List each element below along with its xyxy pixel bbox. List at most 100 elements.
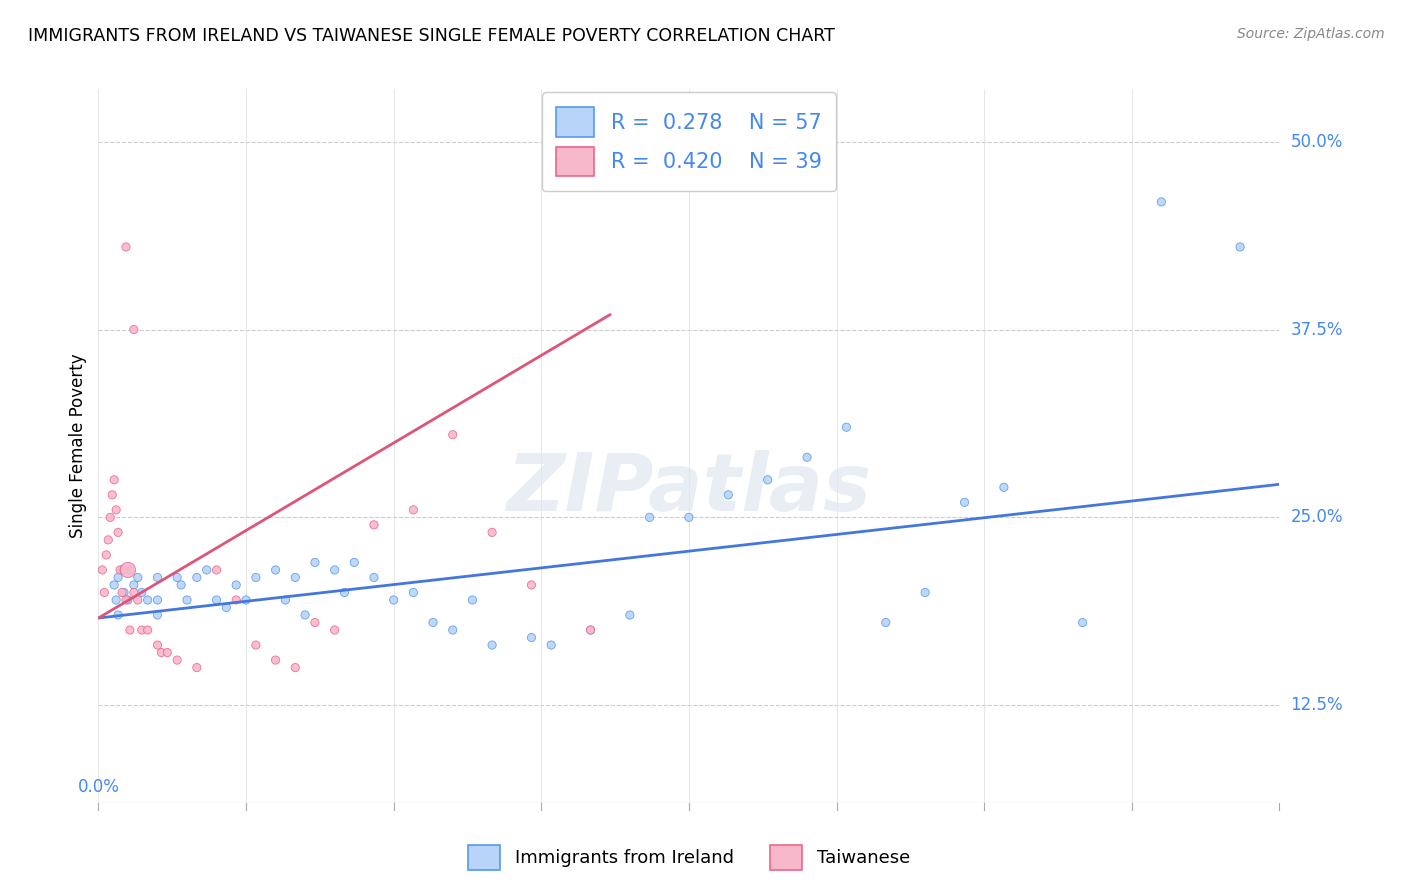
Point bbox=[1150, 194, 1173, 209]
Point bbox=[91, 563, 114, 577]
Point bbox=[1229, 240, 1251, 254]
Text: Source: ZipAtlas.com: Source: ZipAtlas.com bbox=[1237, 27, 1385, 41]
Point bbox=[115, 240, 138, 254]
Point bbox=[118, 563, 141, 577]
Point bbox=[96, 548, 118, 562]
Point bbox=[245, 638, 267, 652]
Point bbox=[131, 585, 153, 599]
Point bbox=[638, 510, 661, 524]
Point bbox=[93, 585, 115, 599]
Point bbox=[146, 570, 169, 584]
Point bbox=[112, 585, 135, 599]
Point bbox=[98, 510, 121, 524]
Point bbox=[579, 623, 602, 637]
Point bbox=[136, 623, 159, 637]
Point bbox=[520, 578, 543, 592]
Point bbox=[914, 585, 936, 599]
Point bbox=[166, 653, 188, 667]
Point bbox=[111, 563, 134, 577]
Point bbox=[107, 607, 129, 622]
Point bbox=[108, 563, 131, 577]
Point bbox=[382, 593, 405, 607]
Text: 12.5%: 12.5% bbox=[1291, 696, 1343, 714]
Point bbox=[422, 615, 444, 630]
Point bbox=[835, 420, 858, 434]
Point bbox=[284, 570, 307, 584]
Point bbox=[150, 646, 173, 660]
Point bbox=[402, 585, 425, 599]
Point bbox=[97, 533, 120, 547]
Point bbox=[520, 631, 543, 645]
Point bbox=[111, 585, 134, 599]
Point bbox=[105, 593, 128, 607]
Point bbox=[146, 607, 169, 622]
Point bbox=[103, 578, 125, 592]
Point bbox=[127, 570, 149, 584]
Point bbox=[323, 563, 346, 577]
Point bbox=[195, 563, 218, 577]
Point bbox=[117, 563, 139, 577]
Point bbox=[323, 623, 346, 637]
Point bbox=[481, 638, 503, 652]
Point bbox=[136, 593, 159, 607]
Point bbox=[304, 556, 326, 570]
Point bbox=[540, 638, 562, 652]
Point bbox=[264, 653, 287, 667]
Y-axis label: Single Female Poverty: Single Female Poverty bbox=[69, 354, 87, 538]
Point bbox=[343, 556, 366, 570]
Point bbox=[186, 570, 208, 584]
Point bbox=[461, 593, 484, 607]
Point bbox=[118, 623, 141, 637]
Point bbox=[186, 660, 208, 674]
Text: IMMIGRANTS FROM IRELAND VS TAIWANESE SINGLE FEMALE POVERTY CORRELATION CHART: IMMIGRANTS FROM IRELAND VS TAIWANESE SIN… bbox=[28, 27, 835, 45]
Point bbox=[294, 607, 316, 622]
Legend: Immigrants from Ireland, Taiwanese: Immigrants from Ireland, Taiwanese bbox=[458, 836, 920, 880]
Text: 25.0%: 25.0% bbox=[1291, 508, 1343, 526]
Point bbox=[107, 570, 129, 584]
Point bbox=[156, 646, 179, 660]
Text: 0.0%: 0.0% bbox=[77, 778, 120, 796]
Point bbox=[115, 593, 138, 607]
Point bbox=[205, 593, 228, 607]
Point bbox=[619, 607, 641, 622]
Point bbox=[756, 473, 779, 487]
Point bbox=[333, 585, 356, 599]
Point bbox=[1071, 615, 1094, 630]
Point bbox=[225, 593, 247, 607]
Text: ZIPatlas: ZIPatlas bbox=[506, 450, 872, 528]
Point bbox=[304, 615, 326, 630]
Point bbox=[363, 570, 385, 584]
Point bbox=[264, 563, 287, 577]
Point bbox=[127, 593, 149, 607]
Point bbox=[274, 593, 297, 607]
Point bbox=[225, 578, 247, 592]
Point bbox=[122, 578, 145, 592]
Point bbox=[953, 495, 976, 509]
Point bbox=[107, 525, 129, 540]
Point bbox=[579, 623, 602, 637]
Point bbox=[170, 578, 193, 592]
Point bbox=[131, 623, 153, 637]
Point bbox=[215, 600, 238, 615]
Point bbox=[402, 503, 425, 517]
Point bbox=[112, 563, 135, 577]
Point bbox=[205, 563, 228, 577]
Point bbox=[993, 480, 1015, 494]
Point bbox=[117, 593, 139, 607]
Point bbox=[146, 593, 169, 607]
Point bbox=[875, 615, 897, 630]
Point bbox=[717, 488, 740, 502]
Point bbox=[678, 510, 700, 524]
Point bbox=[103, 473, 125, 487]
Point bbox=[363, 517, 385, 532]
Point bbox=[481, 525, 503, 540]
Point bbox=[284, 660, 307, 674]
Point bbox=[441, 623, 464, 637]
Point bbox=[105, 503, 128, 517]
Point bbox=[441, 427, 464, 442]
Point bbox=[101, 488, 124, 502]
Point bbox=[796, 450, 818, 465]
Point bbox=[176, 593, 198, 607]
Point bbox=[235, 593, 257, 607]
Point bbox=[122, 585, 145, 599]
